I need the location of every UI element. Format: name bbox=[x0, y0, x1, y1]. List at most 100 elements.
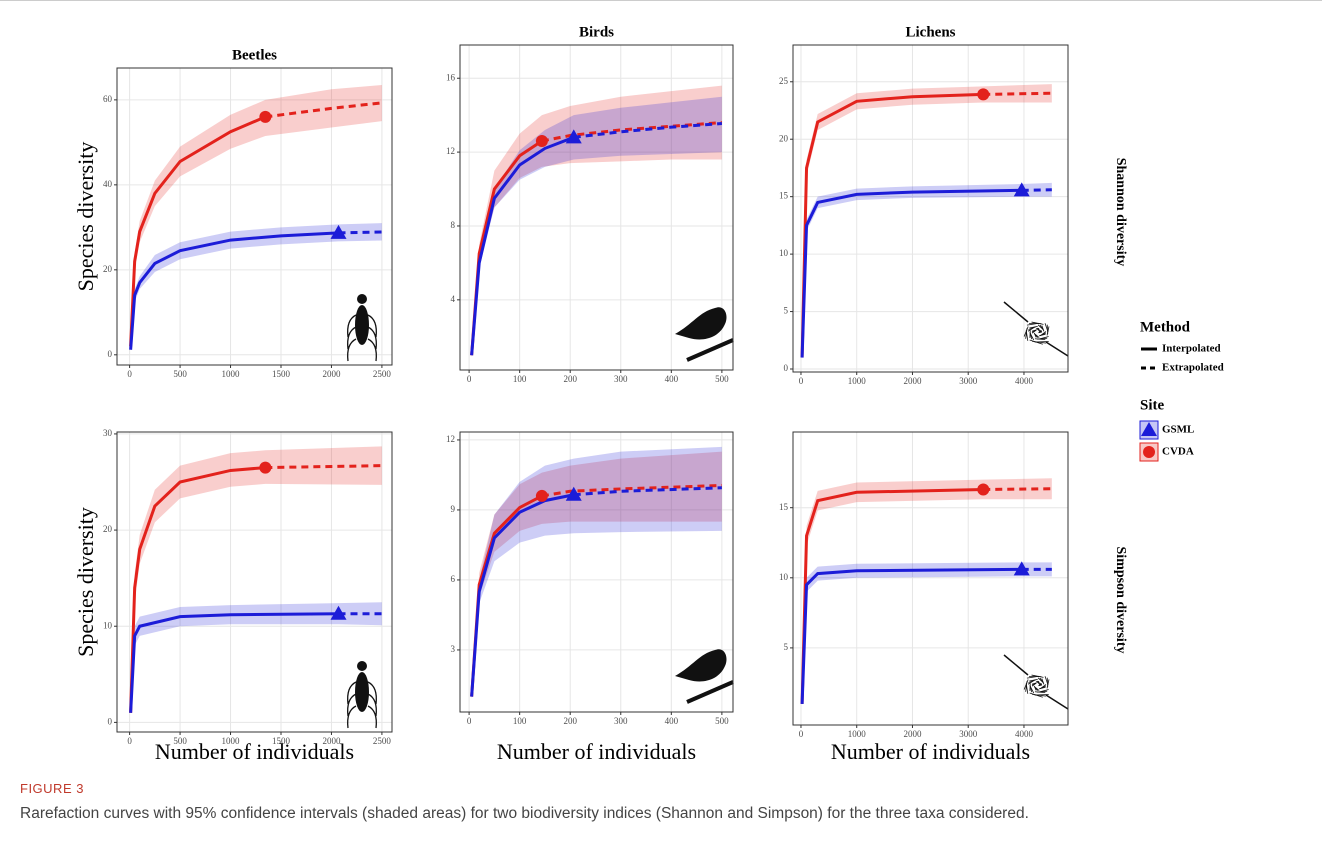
taxon-icon bbox=[347, 661, 377, 729]
taxon-icon bbox=[675, 649, 734, 704]
extrapolated-line bbox=[265, 464, 382, 470]
taxon-icon bbox=[1003, 301, 1069, 357]
plot-area bbox=[129, 446, 382, 714]
icon bbox=[1038, 329, 1042, 333]
x-tick-label: 100 bbox=[513, 374, 527, 384]
x-tick-label: 2000 bbox=[322, 369, 341, 379]
figure-caption: Rarefaction curves with 95% confidence i… bbox=[20, 805, 1029, 822]
y-tick-label: 20 bbox=[103, 524, 113, 534]
x-tick-label: 100 bbox=[513, 716, 527, 726]
x-tick-label: 500 bbox=[715, 374, 729, 384]
icon bbox=[1031, 683, 1037, 687]
icon bbox=[1044, 323, 1049, 333]
icon bbox=[1034, 333, 1040, 338]
marker-circle bbox=[259, 461, 272, 474]
plot-background bbox=[460, 45, 733, 370]
icon bbox=[357, 294, 367, 304]
interpolated-line bbox=[470, 135, 575, 356]
icon bbox=[1027, 679, 1035, 685]
confidence-band bbox=[130, 446, 382, 714]
x-tick-label: 3000 bbox=[959, 376, 978, 386]
x-tick-label: 500 bbox=[173, 736, 187, 746]
x-tick-label: 1000 bbox=[222, 736, 241, 746]
icon bbox=[1026, 322, 1040, 326]
x-tick-label: 0 bbox=[127, 369, 132, 379]
x-tick-label: 1000 bbox=[222, 369, 241, 379]
x-tick-label: 500 bbox=[715, 716, 729, 726]
y-tick-label: 0 bbox=[784, 363, 789, 373]
taxon-icon bbox=[347, 294, 377, 362]
icon bbox=[1003, 301, 1069, 357]
extrapolated-line bbox=[541, 483, 722, 498]
x-tick-label: 400 bbox=[665, 374, 679, 384]
icon bbox=[347, 681, 357, 705]
icon bbox=[347, 314, 357, 338]
x-axis-label: Number of individuals bbox=[497, 739, 696, 764]
panel-title: Lichens bbox=[905, 24, 955, 40]
confidence-band bbox=[471, 446, 722, 699]
x-tick-label: 2500 bbox=[373, 736, 392, 746]
interpolated-line bbox=[800, 92, 984, 358]
plot-area bbox=[470, 85, 722, 358]
y-axis-label: Species diversity bbox=[73, 142, 98, 292]
icon bbox=[1040, 684, 1047, 689]
x-tick-label: 200 bbox=[563, 716, 577, 726]
y-tick-label: 20 bbox=[103, 264, 113, 274]
icon bbox=[675, 649, 727, 682]
plot-background bbox=[117, 432, 392, 732]
icon bbox=[1027, 326, 1035, 332]
row-label: Shannon diversity bbox=[1113, 158, 1128, 267]
marker-triangle bbox=[330, 224, 347, 239]
plot-area bbox=[129, 84, 383, 351]
marker-triangle bbox=[330, 605, 347, 620]
x-tick-label: 300 bbox=[614, 374, 628, 384]
icon bbox=[1037, 677, 1044, 683]
icon bbox=[367, 681, 377, 705]
icon bbox=[1029, 685, 1035, 694]
marker-triangle bbox=[1141, 422, 1157, 436]
extrapolated-line bbox=[541, 121, 722, 143]
marker-circle bbox=[535, 135, 548, 148]
icon bbox=[1029, 331, 1033, 340]
y-tick-label: 9 bbox=[451, 504, 456, 514]
panel-title: Birds bbox=[579, 24, 614, 40]
y-tick-label: 4 bbox=[451, 294, 456, 304]
icon bbox=[675, 307, 727, 340]
y-tick-label: 40 bbox=[103, 179, 113, 189]
icon bbox=[347, 705, 357, 729]
marker-triangle bbox=[1013, 182, 1030, 197]
interpolated-line bbox=[800, 567, 1022, 705]
y-tick-label: 12 bbox=[446, 146, 455, 156]
interpolated-line bbox=[129, 231, 339, 350]
y-tick-label: 25 bbox=[779, 76, 789, 86]
y-tick-label: 60 bbox=[103, 94, 113, 104]
y-tick-label: 12 bbox=[446, 434, 455, 444]
icon bbox=[357, 661, 367, 671]
legend-title: Method bbox=[1140, 319, 1191, 335]
icon bbox=[1040, 331, 1047, 336]
x-tick-label: 4000 bbox=[1015, 729, 1034, 739]
icon bbox=[367, 326, 377, 350]
interpolated-line bbox=[129, 115, 266, 347]
x-tick-label: 200 bbox=[563, 374, 577, 384]
y-tick-label: 0 bbox=[108, 716, 113, 726]
legend-label: Interpolated bbox=[1162, 343, 1221, 355]
panel-border bbox=[792, 431, 1069, 726]
icon bbox=[1046, 677, 1049, 687]
interpolated-line bbox=[470, 493, 575, 697]
y-tick-label: 5 bbox=[784, 306, 789, 316]
marker-circle bbox=[535, 489, 548, 502]
x-tick-label: 0 bbox=[467, 374, 472, 384]
panel-border bbox=[116, 431, 393, 733]
panel-border bbox=[792, 44, 1069, 373]
marker-circle bbox=[1143, 446, 1155, 458]
confidence-band bbox=[802, 562, 1052, 706]
y-tick-label: 6 bbox=[451, 574, 456, 584]
marker-triangle bbox=[1013, 561, 1030, 576]
icon bbox=[367, 314, 377, 338]
icon bbox=[1028, 326, 1037, 330]
taxon-icon bbox=[1003, 654, 1069, 710]
plot-background bbox=[460, 432, 733, 712]
plot-background bbox=[117, 68, 392, 365]
